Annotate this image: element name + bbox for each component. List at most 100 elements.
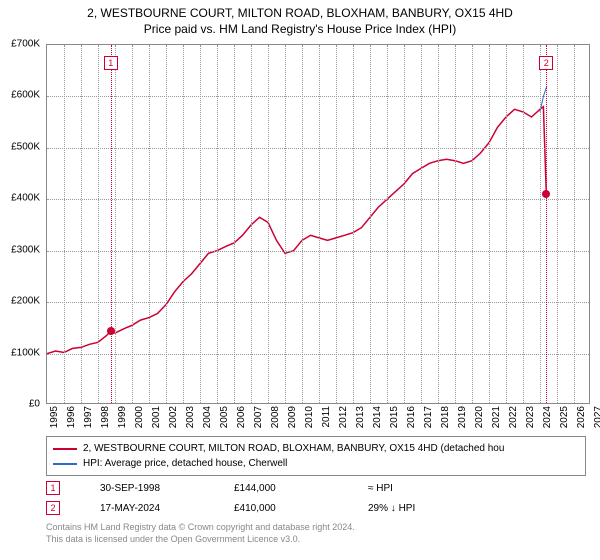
x-tick-label: 2001 bbox=[151, 406, 162, 428]
x-tick-label: 2006 bbox=[236, 406, 247, 428]
x-tick-label: 2023 bbox=[525, 406, 536, 428]
x-tick-label: 1995 bbox=[49, 406, 60, 428]
plot-area: 12 bbox=[46, 44, 590, 404]
gridline-h bbox=[47, 302, 589, 303]
x-tick-label: 1999 bbox=[117, 406, 128, 428]
x-tick-label: 2013 bbox=[355, 406, 366, 428]
gridline-v bbox=[540, 45, 541, 403]
gridline-v bbox=[302, 45, 303, 403]
x-tick-label: 2016 bbox=[406, 406, 417, 428]
data-row: 130-SEP-1998£144,000≈ HPI bbox=[46, 478, 586, 498]
x-tick-label: 2018 bbox=[440, 406, 451, 428]
gridline-v bbox=[98, 45, 99, 403]
x-tick-label: 2005 bbox=[219, 406, 230, 428]
x-tick-label: 2009 bbox=[287, 406, 298, 428]
y-axis: £0£100K£200K£300K£400K£500K£600K£700K bbox=[0, 44, 44, 404]
gridline-v bbox=[404, 45, 405, 403]
gridline-v bbox=[506, 45, 507, 403]
x-tick-label: 1998 bbox=[100, 406, 111, 428]
legend-label: HPI: Average price, detached house, Cher… bbox=[83, 456, 287, 471]
gridline-v bbox=[370, 45, 371, 403]
gridline-v bbox=[183, 45, 184, 403]
data-row: 2 17-MAY-2024 £410,000 29% ↓ HPI bbox=[46, 498, 586, 518]
footer-line-2: This data is licensed under the Open Gov… bbox=[46, 534, 586, 546]
gridline-h bbox=[47, 251, 589, 252]
gridline-v bbox=[557, 45, 558, 403]
marker-vline bbox=[546, 45, 547, 403]
gridline-v bbox=[132, 45, 133, 403]
x-tick-label: 2004 bbox=[202, 406, 213, 428]
data-table: 130-SEP-1998£144,000≈ HPI217-MAY-2024£41… bbox=[46, 478, 586, 518]
data-row-delta: 29% ↓ HPI bbox=[368, 503, 468, 514]
x-tick-label: 1996 bbox=[66, 406, 77, 428]
y-tick-label: £300K bbox=[11, 244, 40, 255]
footer-line-1: Contains HM Land Registry data © Crown c… bbox=[46, 522, 586, 534]
y-tick-label: £400K bbox=[11, 193, 40, 204]
y-tick-label: £0 bbox=[29, 399, 40, 410]
legend-swatch bbox=[53, 463, 77, 465]
gridline-v bbox=[574, 45, 575, 403]
gridline-v bbox=[523, 45, 524, 403]
gridline-v bbox=[115, 45, 116, 403]
data-row-badge: 1 bbox=[46, 481, 60, 495]
gridline-v bbox=[200, 45, 201, 403]
gridline-v bbox=[251, 45, 252, 403]
gridline-v bbox=[421, 45, 422, 403]
marker-badge-1: 1 bbox=[104, 56, 118, 70]
y-tick-label: £200K bbox=[11, 296, 40, 307]
y-tick-label: £100K bbox=[11, 347, 40, 358]
gridline-h bbox=[47, 96, 589, 97]
chart-area: £0£100K£200K£300K£400K£500K£600K£700K 12… bbox=[46, 44, 590, 430]
gridline-v bbox=[217, 45, 218, 403]
x-tick-label: 2007 bbox=[253, 406, 264, 428]
x-tick-label: 2021 bbox=[491, 406, 502, 428]
legend-swatch bbox=[53, 448, 77, 450]
x-tick-label: 2017 bbox=[423, 406, 434, 428]
gridline-v bbox=[285, 45, 286, 403]
gridline-v bbox=[166, 45, 167, 403]
legend-row: 2, WESTBOURNE COURT, MILTON ROAD, BLOXHA… bbox=[53, 441, 579, 456]
x-tick-label: 2024 bbox=[542, 406, 553, 428]
y-tick-label: £500K bbox=[11, 141, 40, 152]
footer-attribution: Contains HM Land Registry data © Crown c… bbox=[46, 522, 586, 545]
x-tick-label: 1997 bbox=[83, 406, 94, 428]
gridline-v bbox=[472, 45, 473, 403]
x-tick-label: 2003 bbox=[185, 406, 196, 428]
x-tick-label: 2020 bbox=[474, 406, 485, 428]
x-tick-label: 2019 bbox=[457, 406, 468, 428]
x-tick-label: 2008 bbox=[270, 406, 281, 428]
marker-badge-2: 2 bbox=[539, 56, 553, 70]
x-tick-label: 2000 bbox=[134, 406, 145, 428]
data-row-date: 17-MAY-2024 bbox=[100, 503, 230, 514]
gridline-h bbox=[47, 148, 589, 149]
x-tick-label: 2012 bbox=[338, 406, 349, 428]
x-tick-label: 2011 bbox=[321, 406, 332, 428]
x-tick-label: 2014 bbox=[372, 406, 383, 428]
gridline-v bbox=[64, 45, 65, 403]
gridline-v bbox=[438, 45, 439, 403]
chart-subtitle: Price paid vs. HM Land Registry's House … bbox=[0, 22, 600, 38]
gridline-v bbox=[319, 45, 320, 403]
x-tick-label: 2015 bbox=[389, 406, 400, 428]
gridline-v bbox=[81, 45, 82, 403]
data-row-badge: 2 bbox=[46, 501, 60, 515]
gridline-v bbox=[149, 45, 150, 403]
data-row-price: £144,000 bbox=[234, 483, 364, 494]
marker-vline bbox=[111, 45, 112, 403]
x-tick-label: 2027 bbox=[593, 406, 600, 428]
gridline-v bbox=[234, 45, 235, 403]
y-tick-label: £600K bbox=[11, 90, 40, 101]
gridline-v bbox=[489, 45, 490, 403]
gridline-v bbox=[268, 45, 269, 403]
gridline-h bbox=[47, 354, 589, 355]
x-axis: 1995199619971998199920002001200220032004… bbox=[46, 406, 590, 432]
data-row-date: 30-SEP-1998 bbox=[100, 483, 230, 494]
gridline-v bbox=[387, 45, 388, 403]
gridline-h bbox=[47, 199, 589, 200]
data-row-price: £410,000 bbox=[234, 503, 364, 514]
x-tick-label: 2022 bbox=[508, 406, 519, 428]
gridline-v bbox=[455, 45, 456, 403]
x-tick-label: 2025 bbox=[559, 406, 570, 428]
gridline-v bbox=[336, 45, 337, 403]
y-tick-label: £700K bbox=[11, 39, 40, 50]
